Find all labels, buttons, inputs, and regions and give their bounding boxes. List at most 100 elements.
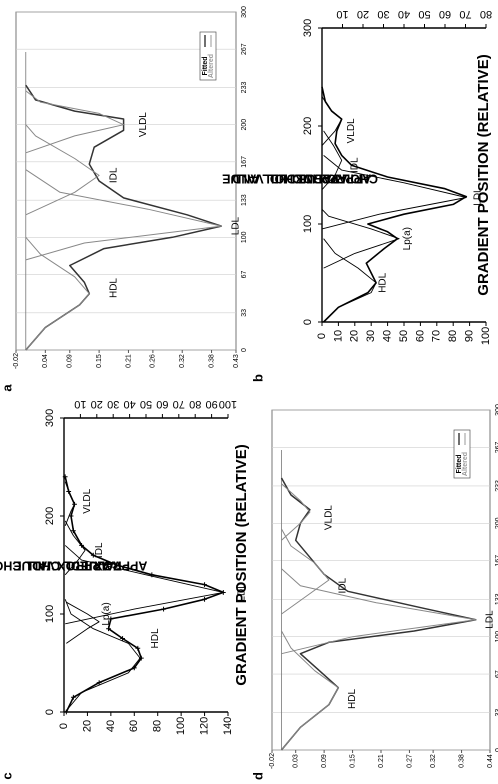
left-tick-label: 80	[447, 330, 459, 342]
data-point	[135, 645, 141, 651]
gradient-tick-label: 200	[44, 507, 56, 525]
data-point	[90, 552, 96, 558]
left-tick-label: 60	[414, 330, 426, 342]
left-axis-title-line: LDL CHOL VALUE	[222, 172, 330, 186]
peak-label: HDL	[108, 278, 119, 298]
right-tick-label: 80	[480, 8, 492, 20]
value-tick-label: 0.21	[125, 354, 132, 368]
peak-label: VLDL	[324, 505, 335, 530]
series-line-2	[25, 169, 222, 261]
left-tick-label: 0	[316, 333, 328, 339]
legend-fitted: Fitted	[456, 454, 463, 473]
series-line-3	[281, 528, 330, 615]
gradient-tick-label: 33	[495, 709, 498, 717]
peak-label: HDL	[347, 689, 358, 709]
left-axis-title-line: APPROX. HDL AND	[232, 172, 347, 186]
right-tick-label: 40	[398, 8, 410, 20]
panel-letter-c: c	[0, 772, 14, 779]
data-point	[62, 474, 68, 480]
panel-c: 0 33 67 100 133 167 200 233 267 300 -0.02 0.03 0.09 0…	[269, 404, 498, 769]
value-tick-label: 0.21	[378, 754, 385, 768]
left-axis-title-line: APPROX. HDL CHOL	[0, 559, 110, 573]
right-tick-label: 70	[459, 8, 471, 20]
legend-box	[453, 429, 471, 479]
value-tick-label: 0.27	[406, 754, 413, 768]
left-tick-label: 70	[431, 330, 443, 342]
gradient-tick-label: 100	[302, 215, 314, 233]
value-tick-label: 0.09	[321, 754, 328, 768]
value-tick-label: 0.44	[487, 754, 494, 768]
series-line-0	[64, 476, 225, 713]
value-tick-label: 0.09	[67, 354, 74, 368]
peak-label: LDL	[231, 216, 242, 235]
peak-label: HDL	[150, 628, 161, 648]
value-tick-label: -0.02	[269, 753, 276, 769]
right-tick-label: 100	[219, 398, 237, 410]
gradient-tick-label: 67	[241, 271, 248, 279]
left-tick-label: 50	[398, 330, 410, 342]
peak-label: IDL	[349, 157, 360, 173]
data-point	[161, 606, 166, 612]
gradient-tick-label: 233	[495, 480, 498, 492]
gradient-tick-label: 0	[241, 348, 248, 352]
series-line-1	[64, 599, 141, 713]
left-tick-label: 60	[128, 720, 140, 732]
panel-letter-b: b	[250, 374, 265, 382]
left-tick-label: 30	[365, 330, 377, 342]
gradient-tick-label: 200	[241, 119, 248, 131]
panel-letter-d: d	[250, 772, 265, 780]
series-line-0	[321, 86, 468, 323]
left-tick-label: 90	[464, 330, 476, 342]
value-tick-label: 0.32	[430, 754, 437, 768]
data-point	[70, 694, 76, 700]
series-line-4	[25, 90, 125, 154]
gradient-tick-label: 167	[241, 156, 248, 168]
panel-d: 0 10 20 30 40 50 60 70 80 90 100 10 20 30 40 50 60 70 80 0 1…	[222, 8, 492, 345]
peak-label: VLDL	[346, 118, 357, 143]
gradient-tick-label: 100	[495, 631, 498, 643]
gradient-axis-title: GRADIENT POSITION (RELATIVE)	[475, 54, 492, 295]
left-axis-title-line: VALUE	[13, 559, 54, 573]
series-line-2	[321, 208, 400, 269]
series-line-2	[281, 568, 477, 655]
data-point	[114, 562, 120, 568]
peak-label: LDL	[237, 583, 248, 602]
data-point	[106, 626, 111, 632]
left-tick-label: 100	[480, 327, 492, 345]
panel-letter-a: a	[0, 384, 14, 392]
peak-label: VLDL	[82, 488, 93, 513]
left-tick-label: 10	[332, 330, 344, 342]
value-tick-label: 0.04	[42, 354, 49, 368]
series-line-1	[323, 238, 377, 323]
right-tick-label: 90	[205, 398, 217, 410]
left-tick-label: 80	[152, 720, 164, 732]
gradient-tick-label: 100	[241, 231, 248, 243]
data-point	[96, 680, 102, 685]
peak-label: LDL	[472, 187, 483, 206]
right-tick-label: 20	[91, 398, 103, 410]
left-tick-label: 40	[382, 330, 394, 342]
series-line-1	[281, 630, 339, 751]
peak-label: IDL	[94, 542, 105, 558]
right-tick-label: 20	[357, 8, 369, 20]
right-tick-label: 50	[418, 8, 430, 20]
value-tick-label: 0.38	[458, 754, 465, 768]
gradient-tick-label: 133	[495, 593, 498, 605]
series-line-5	[321, 96, 343, 146]
value-tick-label: 0.15	[96, 354, 103, 368]
left-tick-label: 40	[105, 720, 117, 732]
panel-b: 0 33 67 100 133 167 200 233 267 300 -0.02 0.04 0.09 0…	[13, 6, 248, 369]
value-tick-label: -0.02	[13, 353, 20, 369]
series-line-5	[64, 481, 75, 526]
right-tick-label: 70	[173, 398, 185, 410]
peak-label: IDL	[338, 577, 349, 593]
legend-altered: Altered	[462, 452, 469, 476]
gradient-tick-label: 267	[495, 441, 498, 453]
gradient-tick-label: 200	[495, 517, 498, 529]
right-axis-title-line: APPROX. VLDL	[278, 172, 371, 186]
peak-label: Lp(a)	[101, 602, 112, 625]
left-tick-label: 140	[222, 717, 234, 735]
right-tick-label: 80	[189, 398, 201, 410]
legend-altered: Altered	[208, 54, 215, 78]
